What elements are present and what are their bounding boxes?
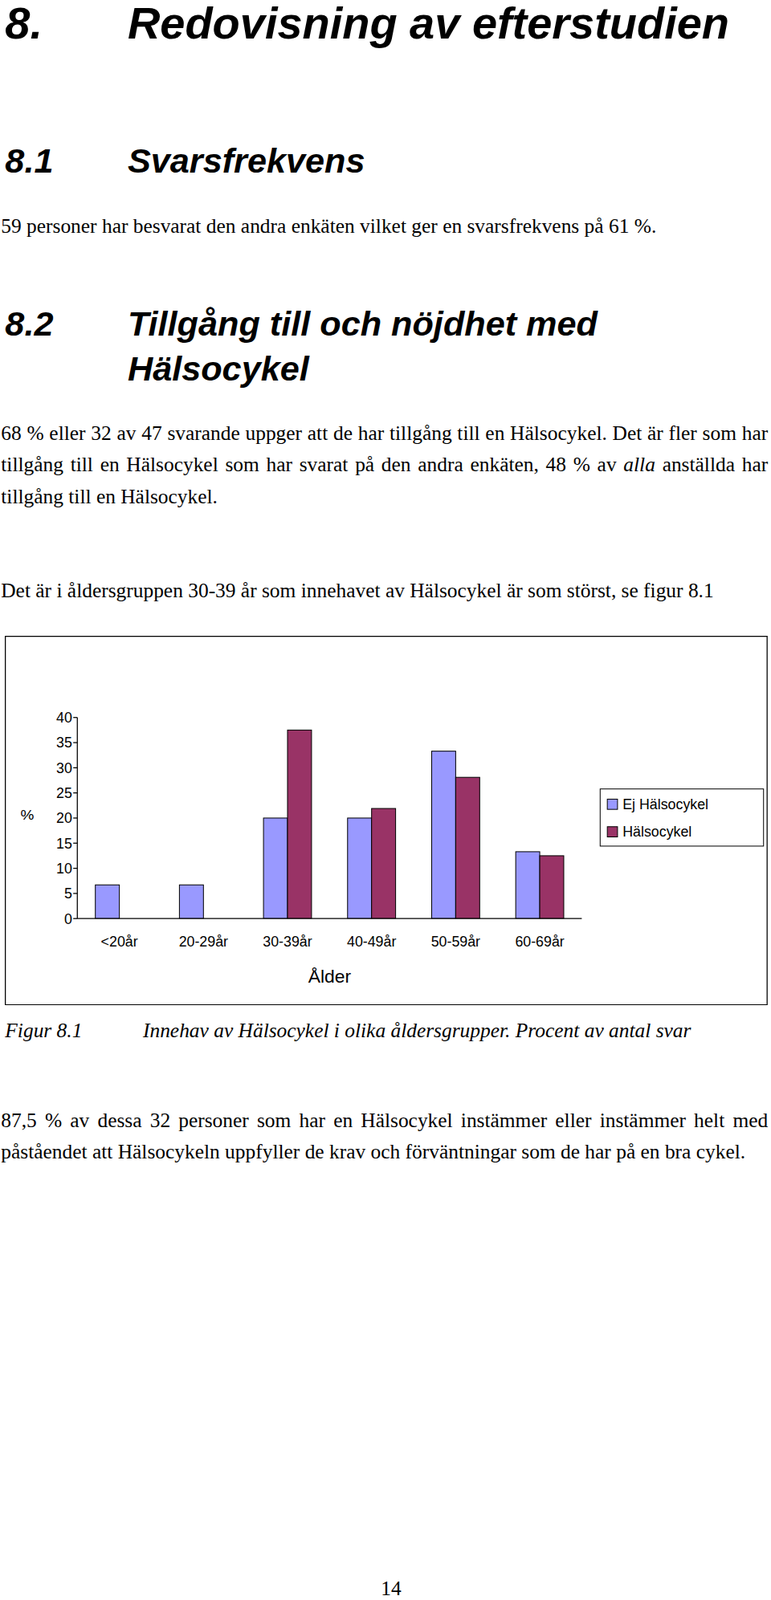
bar — [179, 885, 204, 919]
y-tick — [73, 843, 78, 845]
y-tick-label: 0 — [64, 911, 73, 928]
legend-label: Hälsocykel — [623, 824, 693, 841]
caption-label: Figur 8.1 — [4, 1015, 143, 1047]
y-tick — [73, 817, 78, 819]
bar — [456, 777, 481, 919]
chapter-heading-number: 8. — [4, 0, 128, 54]
legend: Ej Hälsocykel Hälsocykel — [600, 789, 764, 847]
y-tick-label: 25 — [56, 785, 73, 802]
legend-box — [600, 789, 764, 847]
y-tick-label: 15 — [56, 836, 73, 853]
y-tick-label: 10 — [56, 860, 73, 878]
y-tick — [73, 868, 78, 869]
legend-swatch — [607, 799, 619, 811]
bar — [95, 885, 120, 919]
legend-label: Ej Hälsocykel — [623, 796, 710, 813]
y-tick-label: 40 — [56, 709, 73, 727]
text-run: 87,5 % av dessa 32 personer som har en H… — [0, 1109, 768, 1164]
y-tick-label: 5 — [64, 885, 73, 902]
section-heading-number: 8.2 — [4, 301, 128, 392]
section-heading-title: Svarsfrekvens — [127, 138, 768, 184]
y-tick-label: 35 — [56, 735, 73, 752]
y-tick — [73, 918, 78, 920]
chapter-heading-title: Redovisning av efterstudien — [127, 0, 768, 54]
text-run: alla — [623, 452, 656, 477]
bar — [347, 818, 372, 919]
page-number: 14 — [0, 1573, 771, 1600]
bar — [432, 751, 457, 920]
section-heading: 8.1Svarsfrekvens — [4, 138, 768, 184]
figure-caption: Figur 8.1Innehav av Hälsocykel i olika å… — [4, 1015, 768, 1047]
x-tick-label: 30-39år — [263, 934, 313, 951]
legend-swatch — [607, 827, 619, 838]
y-tick — [73, 742, 78, 744]
x-tick-label: 60-69år — [515, 934, 565, 951]
x-tick-label: <20år — [101, 934, 139, 951]
y-tick — [73, 717, 78, 718]
paragraph: Det är i åldersgruppen 30-39 år som inne… — [0, 575, 768, 607]
text-run: Det är i åldersgruppen 30-39 år som inne… — [0, 579, 714, 603]
bar — [515, 852, 540, 919]
text-run: 59 personer har besvarat den andra enkät… — [0, 214, 657, 238]
y-tick — [73, 792, 78, 794]
y-axis-label: % — [20, 807, 35, 825]
y-tick — [73, 893, 78, 894]
paragraph: 59 personer har besvarat den andra enkät… — [0, 210, 768, 242]
x-axis — [77, 918, 583, 920]
x-tick-label: 50-59år — [431, 934, 481, 951]
bar — [371, 808, 396, 919]
chapter-heading: 8.Redovisning av efterstudien — [4, 0, 768, 54]
paragraph: 87,5 % av dessa 32 personer som har en H… — [0, 1105, 768, 1169]
bar — [263, 818, 288, 919]
paragraph: 68 % eller 32 av 47 svarande uppger att … — [0, 417, 768, 513]
y-tick — [73, 767, 78, 769]
x-tick-label: 20-29år — [179, 934, 229, 951]
bars — [95, 730, 564, 920]
x-tick-label: 40-49år — [346, 934, 396, 951]
section-heading-number: 8.1 — [4, 138, 128, 184]
chart: 0 5 10 15 20 25 30 35 40% <20år 20-29år 30-39år 40-4… — [4, 636, 768, 1006]
page: 8.Redovisning av efterstudien 8.1Svarsfre… — [0, 0, 771, 1600]
y-tick-label: 30 — [56, 760, 73, 777]
section-heading: 8.2Tillgång till och nöjdhet med Hälsocy… — [4, 301, 768, 392]
section-heading-title: Tillgång till och nöjdhet med Hälsocykel — [127, 301, 768, 392]
x-axis-label: Ålder — [308, 966, 352, 988]
chart-frame — [5, 636, 768, 1006]
bar — [539, 856, 564, 919]
bar — [287, 730, 312, 920]
caption-text: Innehav av Hälsocykel i olika åldersgrup… — [142, 1019, 691, 1043]
y-tick-label: 20 — [56, 810, 73, 827]
